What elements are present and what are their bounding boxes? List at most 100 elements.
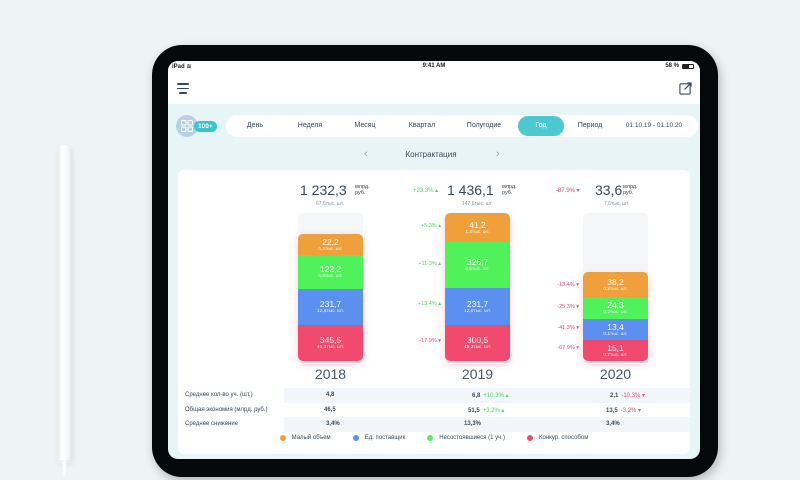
segment-small-volume[interactable]: 22,2 0,2тыс. шт.: [298, 234, 363, 255]
segment-delta: -41.3% ▾: [557, 325, 579, 331]
segment-failed[interactable]: 122,2 6,6тыс. шт.: [298, 255, 363, 289]
stylus-tip: [60, 460, 69, 476]
table-cell: 4,8: [326, 392, 335, 398]
chart-legend: Малый объем Ед. поставщик Несостоявшиеся…: [178, 435, 690, 441]
year-label: 2020: [599, 366, 632, 382]
status-time: 9:41 AM: [422, 63, 446, 69]
segment-failed[interactable]: 24,3 0,2тыс. шт.: [583, 297, 648, 319]
segment-delta: -17.9% ▾: [419, 338, 441, 344]
section-nav: ‹ Контрактация ›: [168, 148, 700, 162]
battery-percent: 58 %: [665, 63, 679, 69]
legend-single-supplier[interactable]: Ед. поставщик: [352, 435, 405, 441]
total-sub: 147,6тыс. шт.: [462, 201, 493, 207]
battery-status: 58 %: [665, 63, 694, 69]
table-row: Среднее снижение 3,4% 13,3% 3,4%: [178, 417, 690, 432]
row-label: Среднее кол-во уч. (шт.): [185, 392, 253, 398]
segment-delta: -13.4% ▾: [557, 282, 579, 288]
segment-competitive[interactable]: 345,5 45,3тыс. шт.: [298, 325, 363, 361]
segment-single-supplier[interactable]: 231,7 12,8тыс. шт.: [445, 288, 510, 325]
app-header: [168, 73, 700, 104]
legend-failed[interactable]: Несостоявшиеся (1 уч.): [427, 435, 505, 441]
legend-dot-icon: [279, 435, 286, 441]
stacked-bar: 38,2 0,8тыс. шт. 24,3 0,2тыс. шт. 13,4 0,1т…: [583, 272, 648, 361]
table-row: Среднее кол-во уч. (шт.) 4,8 6,8 +10.3% ▴…: [178, 388, 690, 403]
total-value: 1 232,3: [300, 182, 347, 198]
stacked-bar: 22,2 0,2тыс. шт. 122,2 6,6тыс. шт. 231,7 12…: [298, 234, 363, 361]
grid-button[interactable]: [176, 115, 198, 137]
section-title: Контрактация: [405, 150, 457, 159]
total-sub: 7,6тыс. шт.: [604, 201, 630, 207]
total-unit: млрд. руб.: [502, 184, 517, 196]
tab-period[interactable]: Период: [577, 122, 603, 129]
table-cell: 13,3%: [464, 421, 482, 427]
stacked-bar: 41,2 1,2тыс. шт. 326,7 6,6тыс. шт. 231,7 12…: [445, 213, 510, 361]
date-range[interactable]: 01.10.19 - 01.10.20: [625, 122, 683, 129]
tab-half-year[interactable]: Полугодие: [466, 122, 502, 129]
legend-dot-icon: [352, 435, 359, 441]
bar-track: 41,2 1,2тыс. шт. 326,7 6,6тыс. шт. 231,7 12…: [445, 213, 510, 361]
legend-dot-icon: [526, 435, 533, 441]
legend-dot-icon: [427, 435, 434, 441]
tab-year[interactable]: Год: [518, 116, 564, 136]
total-unit: млрд. руб.: [355, 184, 370, 196]
column-2018: 1 232,3 млрд. руб. 67,6тыс. шт. 22,2 0,2ты…: [258, 170, 438, 382]
row-label: Среднее снижение: [185, 421, 239, 427]
segment-small-volume[interactable]: 38,2 0,8тыс. шт.: [583, 272, 648, 297]
bar-track: 22,2 0,2тыс. шт. 122,2 6,6тыс. шт. 231,7 12…: [298, 213, 363, 361]
segment-delta: -25.3% ▾: [557, 304, 579, 310]
segment-competitive[interactable]: 300,5 45,3тыс. шт.: [445, 325, 510, 361]
legend-small-volume[interactable]: Малый объем: [279, 435, 331, 441]
legend-competitive[interactable]: Конкур. способом: [526, 435, 588, 441]
segment-delta: +5.3% ▴: [420, 223, 441, 229]
year-label: 2019: [461, 366, 494, 382]
segment-small-volume[interactable]: 41,2 1,2тыс. шт.: [445, 213, 510, 242]
status-bar: iPad ≋ 9:41 AM 58 %: [168, 61, 700, 73]
stylus-pencil: [57, 145, 72, 463]
tab-day[interactable]: День: [246, 122, 264, 129]
year-label: 2018: [314, 366, 347, 382]
count-badge[interactable]: 100+: [194, 121, 217, 132]
segment-delta: +13.4% ▴: [417, 301, 441, 307]
grid-icon: [181, 120, 193, 132]
tab-quarter[interactable]: Квартал: [408, 122, 436, 129]
segment-failed[interactable]: 326,7 6,6тыс. шт.: [445, 242, 510, 288]
column-2019: +23.3% ▴ 1 436,1 млрд. руб. 147,6тыс. шт.…: [405, 170, 585, 382]
chevron-right-icon[interactable]: ›: [496, 148, 500, 160]
summary-table: Среднее кол-во уч. (шт.) 4,8 6,8 +10.3% ▴…: [178, 388, 690, 432]
tab-month[interactable]: Месяц: [354, 122, 376, 129]
table-cell: 6,8 +10.3% ▴: [472, 393, 509, 399]
row-label: Общая экономия (млрд. руб.): [185, 406, 268, 413]
device-name: iPad ≋: [172, 64, 192, 70]
table-cell: 2,1 -10.3% ▾: [610, 393, 646, 399]
segment-delta: -67.9% ▾: [557, 345, 579, 351]
battery-icon: [682, 63, 694, 69]
total-sub: 67,6тыс. шт.: [316, 201, 345, 207]
total-unit: млрд. руб.: [623, 184, 638, 196]
tablet-screen: iPad ≋ 9:41 AM 58 % 100+ День Неделя: [168, 61, 700, 459]
total-delta: +23.3% ▴: [413, 188, 439, 194]
wifi-icon: ≋: [186, 64, 192, 70]
table-row: Общая экономия (млрд. руб.) 46,5 51,5 +3.…: [178, 403, 690, 418]
column-2020: -87.9% ▾ 33,6 млрд. руб. 7,6тыс. шт. 38,2…: [543, 170, 700, 382]
total-delta: -87.9% ▾: [556, 188, 580, 194]
segment-single-supplier[interactable]: 231,7 12,8тыс. шт.: [298, 289, 363, 325]
period-tabs: День Неделя Месяц Квартал Полугодие Год …: [226, 115, 698, 137]
external-link-icon[interactable]: [679, 82, 692, 95]
hamburger-icon[interactable]: [177, 83, 189, 95]
total-2018: 1 232,3 млрд. руб. 67,6тыс. шт.: [258, 182, 438, 210]
chevron-left-icon[interactable]: ‹: [364, 148, 368, 160]
bar-track: 38,2 0,8тыс. шт. 24,3 0,2тыс. шт. 13,4 0,1т…: [583, 213, 648, 361]
tab-week[interactable]: Неделя: [297, 122, 323, 129]
segment-delta: +11.3% ▴: [418, 261, 441, 267]
period-toolbar: 100+ День Неделя Месяц Квартал Полугодие…: [176, 115, 698, 139]
total-value: 1 436,1: [447, 182, 494, 198]
table-cell: 13,5 -3.2% ▾: [606, 407, 642, 414]
table-cell: 46,5: [324, 406, 336, 413]
table-cell: 51,5 +3.2% ▴: [468, 407, 505, 414]
total-2020: -87.9% ▾ 33,6 млрд. руб. 7,6тыс. шт.: [543, 182, 700, 210]
table-cell: 3,4%: [606, 421, 620, 427]
segment-single-supplier[interactable]: 13,4 0,1тыс. шт.: [583, 319, 648, 340]
segment-competitive[interactable]: 15,1 0,7тыс. шт.: [583, 340, 648, 361]
table-cell: 3,4%: [326, 421, 340, 427]
total-value: 33,6: [595, 182, 623, 198]
